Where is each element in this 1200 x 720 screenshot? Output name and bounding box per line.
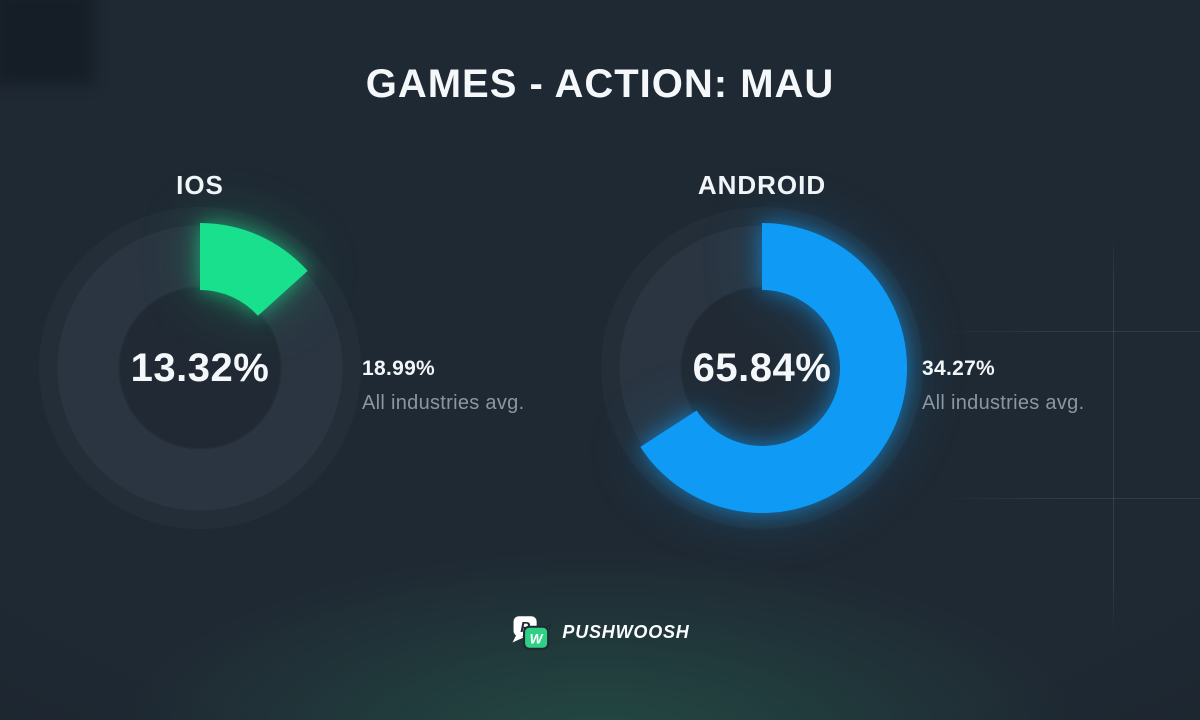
pushwoosh-bubbles-icon: P W (512, 616, 553, 650)
decorative-grid-vline (1113, 235, 1114, 635)
ring-hole (682, 288, 842, 448)
chart-label-android: ANDROID (697, 170, 827, 200)
benchmark-stat-android: 34.27% All industries avg. (922, 357, 1084, 415)
donut-svg-android (619, 223, 908, 513)
ring-hole (120, 288, 280, 448)
decorative-grid-hline-bottom (938, 498, 1200, 499)
decorative-grid-hline-top (938, 331, 1200, 332)
donut-chart-android: 65.84% (617, 223, 908, 513)
donut-value-ios: 13.32% (130, 345, 270, 390)
benchmark-value: 18.99% (362, 357, 436, 380)
brand-footer: P W PUSHWOOSH (510, 611, 689, 653)
donut-chart-ios: 13.32% (55, 223, 345, 513)
page-title: GAMES - ACTION: MAU (365, 62, 835, 106)
benchmark-stat-ios: 18.99% All industries avg. (362, 357, 524, 415)
brand-name: PUSHWOOSH (562, 621, 690, 642)
chart-label-ios: IOS (176, 170, 224, 200)
donut-svg-ios (57, 223, 343, 511)
donut-value-arc-ios (200, 223, 308, 316)
benchmark-value: 34.27% (922, 357, 996, 380)
donut-value-arc-android (640, 223, 908, 513)
benchmark-caption: All industries avg. (362, 392, 525, 414)
logo-letter-w: W (530, 632, 544, 647)
benchmark-caption: All industries avg. (922, 392, 1085, 414)
donut-value-android: 65.84% (692, 345, 832, 390)
